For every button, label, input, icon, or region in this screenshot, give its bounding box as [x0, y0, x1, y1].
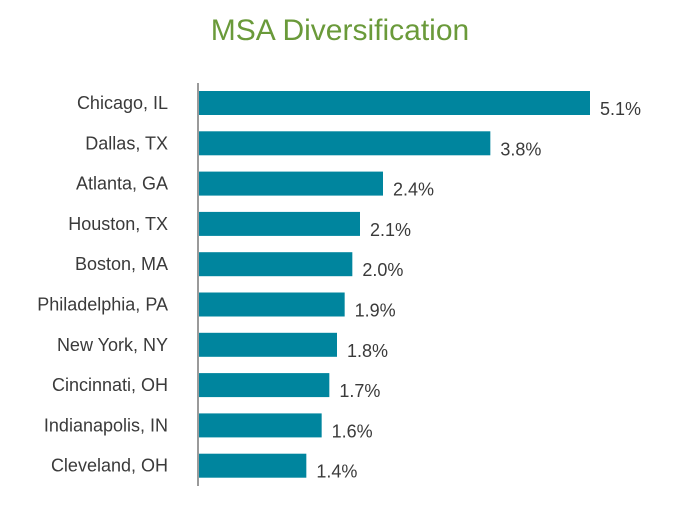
bar-6 [199, 332, 337, 357]
bar-0 [199, 91, 590, 115]
bar-3 [199, 211, 360, 236]
category-label-7: Cincinnati, OH [52, 375, 168, 395]
bar-7 [199, 373, 330, 398]
category-label-5: Philadelphia, PA [37, 295, 168, 315]
value-label-9: 1.4% [316, 462, 357, 482]
bar-4 [199, 252, 353, 277]
category-label-4: Boston, MA [75, 254, 168, 274]
value-label-3: 2.1% [370, 220, 411, 240]
value-label-6: 1.8% [347, 341, 388, 361]
value-label-7: 1.7% [339, 381, 380, 401]
category-label-2: Atlanta, GA [76, 174, 168, 194]
chart-title: MSA Diversification [210, 14, 470, 47]
bar-8 [199, 413, 322, 438]
value-label-5: 1.9% [355, 301, 396, 321]
value-label-4: 2.0% [362, 260, 403, 280]
category-label-6: New York, NY [57, 335, 168, 355]
value-label-1: 3.8% [500, 139, 541, 159]
value-label-8: 1.6% [332, 421, 373, 441]
bar-2 [199, 171, 383, 196]
category-label-9: Cleveland, OH [51, 456, 168, 476]
value-label-2: 2.4% [393, 180, 434, 200]
bars-layer: Chicago, IL 5.1% Dallas, TX 3.8% Atlanta, GA… [37, 91, 641, 482]
bar-1 [199, 131, 491, 156]
category-label-0: Chicago, IL [77, 93, 168, 113]
value-label-0: 5.1% [600, 99, 641, 119]
category-label-1: Dallas, TX [85, 133, 168, 153]
category-label-3: Houston, TX [68, 214, 168, 234]
bar-9 [199, 453, 307, 478]
category-label-8: Indianapolis, IN [44, 415, 168, 435]
bar-5 [199, 292, 345, 317]
